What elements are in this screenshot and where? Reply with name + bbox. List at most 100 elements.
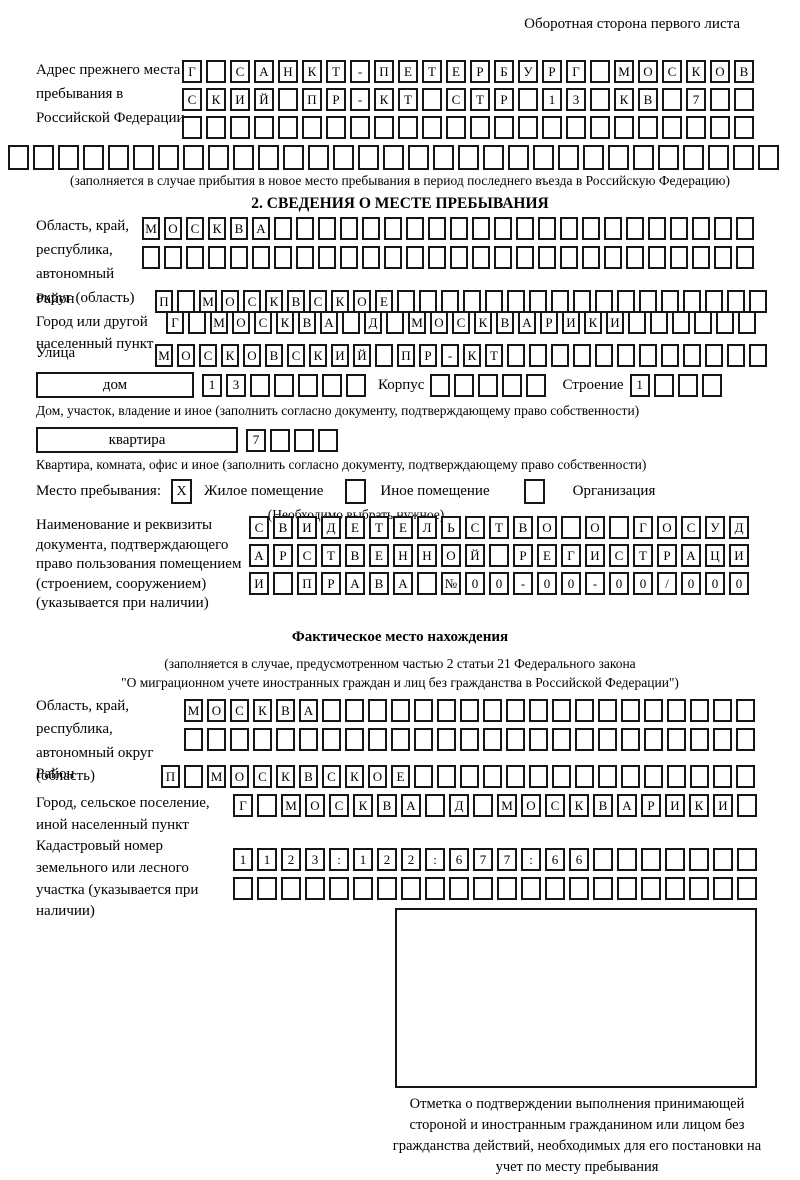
char-box [208,246,226,269]
char-box: П [302,88,322,111]
char-box [206,116,226,139]
char-box: П [155,290,173,313]
char-box: Т [470,88,490,111]
char-box [551,290,569,313]
char-box: Г [233,794,253,817]
char-box [614,116,634,139]
char-box [714,217,732,240]
char-box [188,311,206,334]
char-box [672,311,690,334]
char-box [661,344,679,367]
char-box [521,877,541,900]
char-box: 6 [569,848,589,871]
char-box [628,311,646,334]
char-box [299,728,318,751]
char-box [694,311,712,334]
char-box: К [253,699,272,722]
char-box: 2 [281,848,301,871]
char-box: Д [364,311,382,334]
char-box: 7 [686,88,706,111]
char-box [648,217,666,240]
char-box [639,344,657,367]
char-box [483,765,502,788]
char-box: И [230,88,250,111]
char-box [506,699,525,722]
char-box [714,246,732,269]
char-box [529,290,547,313]
char-box [428,246,446,269]
char-box: М [497,794,517,817]
char-box: О [232,311,250,334]
char-box: А [249,544,269,567]
char-box: О [243,344,261,367]
fact-heading: Фактическое место нахождения [291,629,509,645]
char-box [322,699,341,722]
char-box [644,699,663,722]
char-box [489,544,509,567]
char-box: К [221,344,239,367]
char-box [736,699,755,722]
char-box [506,765,525,788]
char-box: М [210,311,228,334]
char-box: А [518,311,536,334]
char-box [716,311,734,334]
char-box: И [331,344,349,367]
char-box: 3 [566,88,586,111]
residential-checkbox: X [171,479,192,504]
char-box [494,217,512,240]
char-box [583,145,604,170]
char-box [458,145,479,170]
char-box: : [329,848,349,871]
char-box: № [441,572,461,595]
char-box [667,765,686,788]
char-box [644,765,663,788]
char-box: О [368,765,387,788]
char-box [662,88,682,111]
char-box [705,344,723,367]
char-box [617,877,637,900]
char-box: Т [326,60,346,83]
char-box: С [662,60,682,83]
char-box [473,794,493,817]
char-box [575,765,594,788]
char-box: К [686,60,706,83]
char-box [406,217,424,240]
char-box [566,116,586,139]
char-box: 3 [305,848,325,871]
char-box: С [545,794,565,817]
char-box: К [353,794,373,817]
char-box: О [657,516,677,539]
char-box [450,246,468,269]
char-box: В [734,60,754,83]
korpus-row [430,373,547,397]
char-box [507,344,525,367]
char-box [598,765,617,788]
char-box [437,728,456,751]
char-box [529,344,547,367]
char-box [368,699,387,722]
char-box [422,116,442,139]
char-box [494,246,512,269]
char-box: Л [417,516,437,539]
char-box [609,516,629,539]
char-box: И [606,311,624,334]
char-box [701,373,722,397]
char-box [252,246,270,269]
char-box [233,877,253,900]
char-box [473,877,493,900]
dom-box-label: дом [36,372,194,398]
char-box [417,572,437,595]
char-box [639,290,657,313]
char-box: В [230,217,248,240]
char-box [483,728,502,751]
char-box: Ц [705,544,725,567]
char-box [391,728,410,751]
char-box: - [585,572,605,595]
char-box [593,848,613,871]
char-box: А [299,699,318,722]
char-box: - [350,88,370,111]
stamp-caption: Отметка о подтверждении выполнения прини… [392,1096,762,1176]
